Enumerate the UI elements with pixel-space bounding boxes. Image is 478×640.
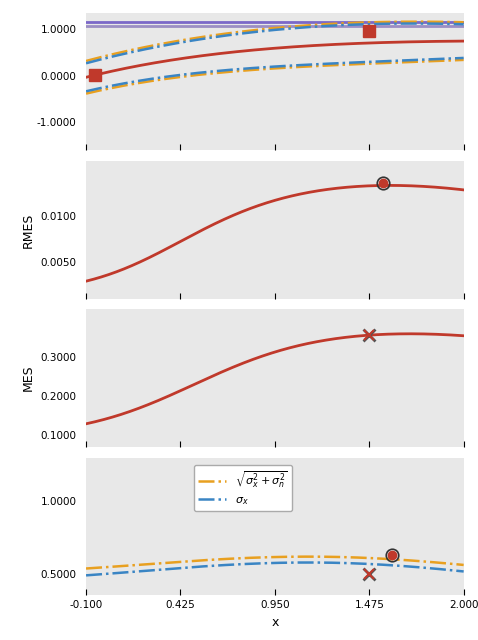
Legend: $\sqrt{\sigma_x^2+\sigma_n^2}$, $\sigma_x$: $\sqrt{\sigma_x^2+\sigma_n^2}$, $\sigma_…: [194, 465, 292, 511]
X-axis label: x: x: [271, 616, 279, 628]
Y-axis label: RMES: RMES: [22, 212, 35, 248]
Y-axis label: MES: MES: [22, 365, 35, 392]
